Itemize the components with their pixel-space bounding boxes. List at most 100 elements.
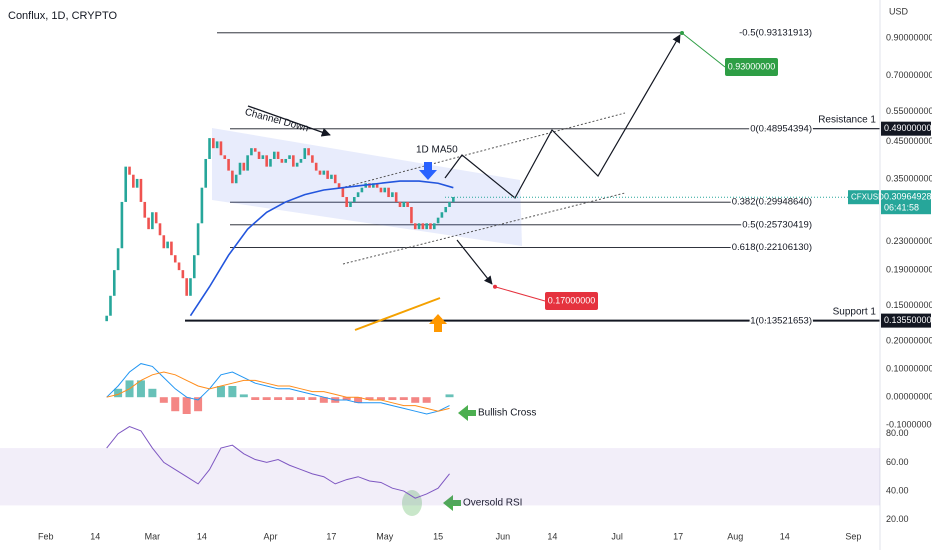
- candle: [139, 178, 143, 202]
- candle: [444, 206, 448, 213]
- candle: [356, 192, 360, 198]
- macd-hist-bar: [319, 397, 328, 403]
- macd-hist-bar: [228, 386, 237, 398]
- candle: [120, 201, 124, 249]
- candle: [238, 162, 242, 175]
- y-tick-label: 0.35000000: [886, 173, 932, 183]
- candle: [192, 255, 196, 279]
- macd-hist-bar: [422, 397, 431, 403]
- fib-label: 0.618(0.22106130): [732, 242, 812, 253]
- candle: [253, 148, 257, 152]
- upper-trend-line: [344, 112, 626, 188]
- macd-hist-bar: [388, 397, 397, 400]
- projection-path: [444, 34, 681, 199]
- rsi-band: [0, 448, 880, 506]
- candle: [246, 155, 249, 171]
- y-tick-label: 0.19000000: [886, 265, 932, 275]
- macd-hist-bar: [171, 397, 180, 412]
- candle: [322, 170, 326, 175]
- y-tick-label: 0.55000000: [886, 106, 932, 116]
- candle: [330, 174, 333, 179]
- macd-hist-bar: [445, 394, 454, 398]
- macd-label: Bullish Cross: [478, 408, 536, 419]
- candle: [112, 270, 116, 296]
- candle: [231, 170, 234, 184]
- support-arrow: [429, 314, 447, 332]
- macd-hist-bar: [216, 386, 225, 398]
- candle: [299, 158, 303, 163]
- candle: [154, 212, 158, 224]
- x-tick-label: 15: [433, 531, 443, 541]
- candle: [135, 178, 139, 188]
- candle: [292, 155, 295, 167]
- candle: [200, 187, 204, 224]
- level-tag-label: 0.49000000: [884, 123, 932, 133]
- currency: USD: [889, 6, 909, 16]
- candle: [257, 151, 261, 159]
- target-connector: [494, 286, 546, 302]
- x-tick-label: Feb: [38, 531, 54, 541]
- candle: [349, 201, 352, 207]
- candle: [204, 158, 208, 188]
- level-name: Support 1: [833, 306, 877, 317]
- candle: [425, 223, 428, 230]
- macd-line: [106, 363, 450, 415]
- candle: [333, 174, 337, 184]
- macd-hist-bar: [239, 394, 248, 398]
- fib-label: 0(0.48954394): [750, 123, 812, 134]
- last-price-tag: [881, 190, 931, 215]
- candle: [196, 223, 200, 256]
- y-tick-label: 0.45000000: [886, 136, 932, 146]
- macd-hist-bar: [354, 397, 363, 403]
- candle: [151, 212, 154, 230]
- candle: [128, 166, 131, 175]
- rsi-tick-label: 80.00: [886, 428, 909, 438]
- candle: [417, 223, 421, 230]
- candle: [440, 212, 444, 218]
- candle: [212, 138, 215, 149]
- x-tick-label: 14: [780, 531, 790, 541]
- symbol-tag: [848, 190, 879, 205]
- candle: [143, 201, 147, 218]
- candle: [314, 162, 318, 171]
- candle: [215, 141, 219, 149]
- candle: [318, 170, 322, 175]
- x-tick-label: Sep: [845, 531, 861, 541]
- candle: [421, 223, 425, 230]
- y-tick-label: 0.90000000: [886, 32, 932, 42]
- candle: [410, 206, 413, 224]
- candle: [436, 217, 440, 224]
- candle: [158, 223, 162, 236]
- candle: [326, 170, 329, 179]
- candle: [337, 183, 341, 188]
- candle: [372, 183, 375, 188]
- fib-label: -0.5(0.93131913): [739, 27, 812, 38]
- x-tick-label: Jul: [611, 531, 623, 541]
- fib-label: 1(0.13521653): [750, 315, 812, 326]
- x-tick-label: Jun: [496, 531, 511, 541]
- candle: [448, 201, 451, 207]
- macd-tick-label: 0.10000000: [886, 364, 932, 374]
- y-tick-label: 0.70000000: [886, 70, 932, 80]
- lower-trend-line: [342, 192, 626, 265]
- candle: [181, 270, 185, 279]
- candle: [379, 187, 383, 193]
- target-point: [493, 284, 497, 289]
- x-tick-label: Aug: [727, 531, 743, 541]
- target-connector: [681, 32, 726, 68]
- candle: [132, 174, 135, 188]
- candle: [341, 187, 345, 198]
- candle: [261, 155, 265, 159]
- candle: [383, 187, 387, 193]
- candle: [345, 197, 348, 207]
- candle: [402, 201, 406, 207]
- candle: [116, 248, 120, 271]
- candle: [269, 158, 272, 167]
- level-tag: [881, 313, 931, 328]
- x-tick-label: 17: [673, 531, 683, 541]
- candle: [272, 151, 276, 159]
- macd-tick-label: 0.00000000: [886, 392, 932, 402]
- x-tick-label: Mar: [145, 531, 161, 541]
- signal-line: [106, 371, 450, 412]
